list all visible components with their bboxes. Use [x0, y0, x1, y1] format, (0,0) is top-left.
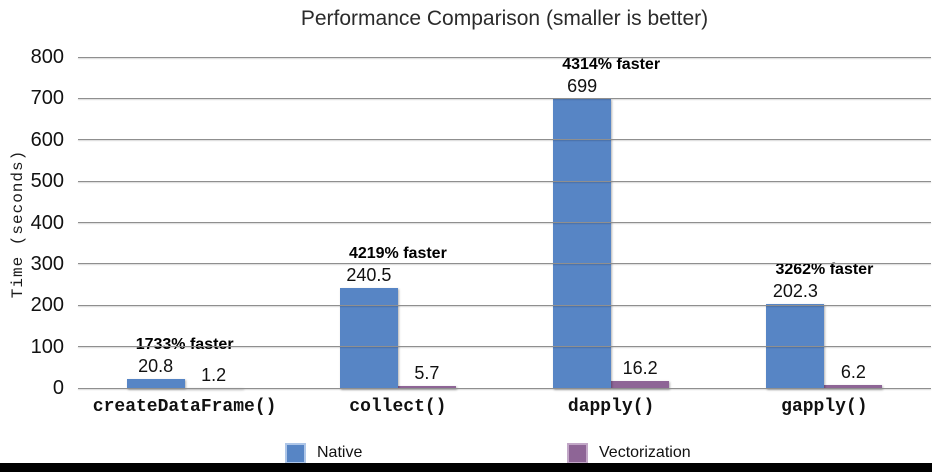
y-tick-label: 100: [30, 335, 64, 358]
value-label-vectorization-createDataFrame(): 1.2: [201, 364, 227, 385]
y-tick-label: 0: [52, 377, 64, 399]
y-tick-label: 200: [30, 294, 64, 317]
value-label-native-collect(): 240.5: [346, 265, 392, 286]
gridline: [78, 387, 931, 389]
y-tick-label: 500: [30, 170, 64, 193]
legend-item-vectorization: Vectorization: [567, 442, 691, 464]
value-label-vectorization-dapply(): 16.2: [622, 358, 658, 379]
x-tick-label-dapply(): dapply(): [567, 397, 655, 417]
gridline: [78, 97, 931, 99]
y-tick-label: 700: [30, 87, 64, 110]
bar-native-dapply(): [553, 98, 612, 389]
y-tick-label: 600: [30, 128, 64, 151]
value-label-native-dapply(): 699: [567, 75, 598, 96]
value-label-vectorization-gapply(): 6.2: [840, 362, 866, 383]
y-tick-label: 400: [30, 211, 64, 234]
native-legend-label: Native: [317, 444, 363, 461]
gridline: [78, 263, 931, 265]
annotation-dapply(): 4314% faster: [562, 55, 661, 73]
chart-title: Performance Comparison (smaller is bette…: [300, 7, 709, 30]
bar-native-createDataFrame(): [126, 379, 185, 389]
y-tick-label: 300: [30, 252, 64, 275]
x-tick-label-createDataFrame(): createDataFrame(): [92, 397, 277, 417]
gridline: [78, 180, 931, 182]
x-tick-label-gapply(): gapply(): [781, 397, 868, 417]
vectorization-legend-swatch: [567, 442, 588, 464]
annotation-gapply(): 3262% faster: [775, 261, 874, 279]
y-tick-label: 800: [30, 46, 64, 68]
annotation-collect(): 4219% faster: [348, 245, 447, 263]
gridline: [78, 304, 931, 306]
gridline: [78, 222, 931, 223]
bar-vectorization-dapply(): [611, 381, 670, 389]
gridline: [78, 346, 931, 348]
value-label-native-createDataFrame(): 20.8: [138, 356, 174, 377]
value-label-native-gapply(): 202.3: [772, 281, 818, 302]
gridline: [78, 139, 931, 141]
native-legend-swatch: [285, 442, 306, 464]
bottom-black-bar: [0, 463, 932, 472]
value-label-vectorization-collect(): 5.7: [414, 362, 440, 383]
bar-vectorization-collect(): [397, 385, 456, 389]
gridline: [78, 56, 931, 58]
bar-native-collect(): [339, 288, 398, 389]
x-tick-label-collect(): collect(): [349, 397, 447, 417]
vectorization-legend-label: Vectorization: [599, 444, 691, 461]
bar-vectorization-gapply(): [824, 385, 883, 389]
annotation-createDataFrame(): 1733% faster: [135, 336, 234, 354]
legend-item-native: Native: [285, 442, 363, 464]
